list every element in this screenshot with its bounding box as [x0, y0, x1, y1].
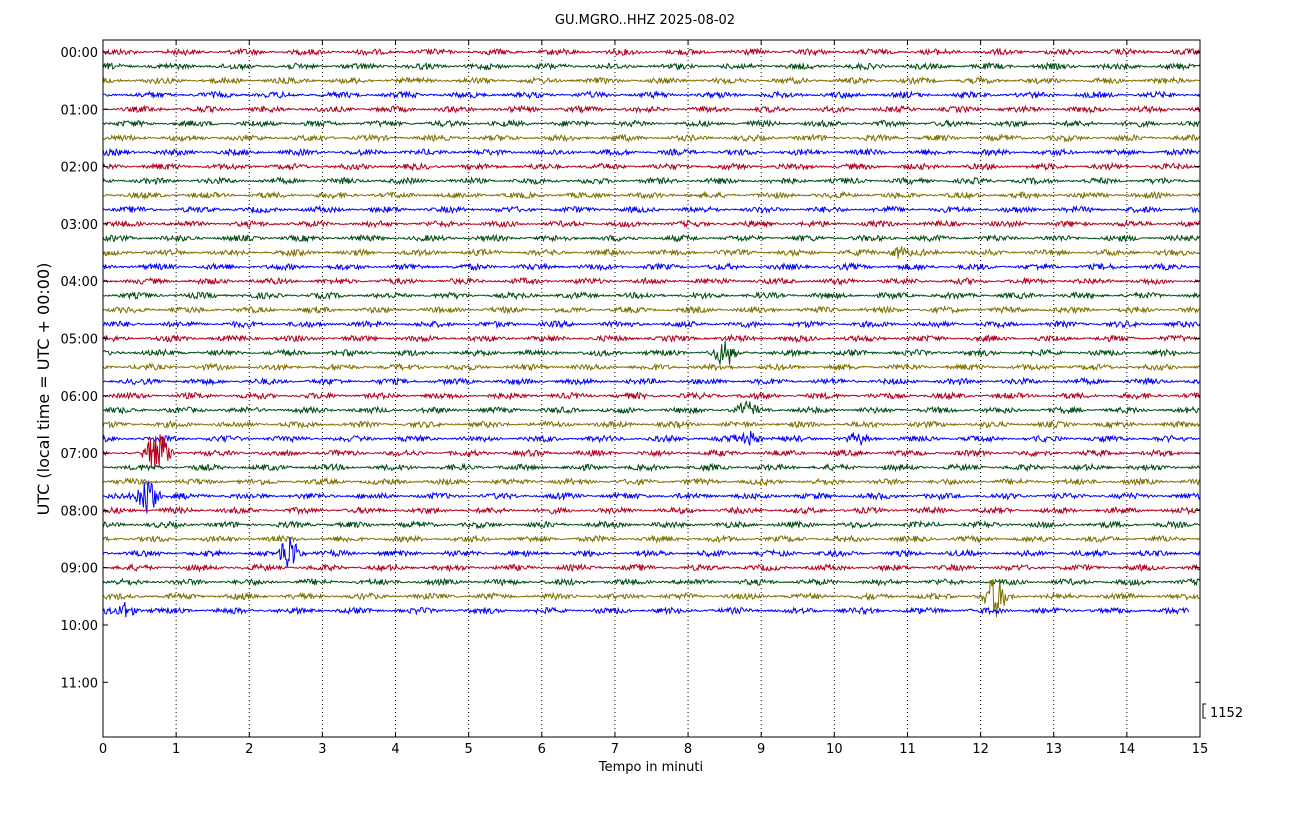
x-axis-ticks: 0 1 2 3 4 5 6 7 8 9 10 11 12 13 14 15 — [99, 40, 1208, 757]
y-tick-label: 01:00 — [61, 103, 98, 118]
seismic-trace — [102, 420, 1201, 430]
seismic-trace — [102, 276, 1201, 287]
y-tick-label: 08:00 — [61, 504, 98, 519]
seismic-trace — [102, 190, 1201, 201]
seismic-trace — [102, 61, 1201, 72]
x-tick-label: 5 — [465, 742, 473, 757]
seismic-trace — [102, 601, 1190, 618]
seismic-trace — [102, 340, 1201, 365]
y-tick-label: 07:00 — [61, 447, 98, 462]
scale-bar-label: 1152 — [1210, 706, 1243, 721]
x-tick-label: 14 — [1119, 742, 1136, 757]
seismic-trace — [102, 246, 1201, 259]
seismic-trace — [102, 233, 1201, 243]
seismic-trace — [102, 261, 1201, 272]
grid-lines — [175, 40, 1128, 737]
x-tick-label: 1 — [172, 742, 180, 757]
x-tick-label: 8 — [684, 742, 692, 757]
y-axis-label: UTC (local time = UTC + 00:00) — [34, 263, 53, 516]
seismic-trace — [102, 430, 1201, 446]
seismic-trace — [102, 578, 1201, 618]
seismic-trace — [102, 482, 1201, 514]
seismic-trace — [102, 362, 1201, 372]
y-tick-label: 09:00 — [61, 562, 98, 577]
seismic-trace — [102, 204, 1201, 215]
y-tick-label: 04:00 — [61, 275, 98, 290]
seismic-trace — [102, 400, 1201, 415]
seismic-trace — [102, 534, 1201, 545]
seismic-trace — [102, 161, 1201, 172]
x-tick-label: 0 — [99, 742, 107, 757]
y-tick-label: 02:00 — [61, 161, 98, 176]
seismic-trace — [102, 376, 1201, 387]
seismic-trace — [102, 104, 1201, 115]
seismic-trace — [102, 147, 1201, 157]
seismic-trace — [102, 75, 1201, 86]
chart-title: GU.MGRO..HHZ 2025-08-02 — [555, 13, 735, 28]
seismic-trace — [102, 434, 1201, 470]
plot-frame — [102, 39, 1201, 738]
x-tick-label: 13 — [1045, 742, 1062, 757]
seismic-trace — [102, 391, 1201, 401]
seismic-trace — [102, 290, 1201, 301]
x-tick-label: 4 — [391, 742, 399, 757]
seismic-trace — [102, 133, 1201, 144]
seismic-trace — [102, 47, 1201, 57]
y-axis-ticks: 00:00 01:00 02:00 03:00 04:00 05:00 06:00 07:00… — [61, 46, 1200, 691]
y-tick-label: 00:00 — [61, 46, 98, 61]
seismic-trace — [102, 537, 1201, 568]
x-tick-label: 15 — [1192, 742, 1209, 757]
seismic-trace — [102, 519, 1201, 530]
seismic-trace — [102, 577, 1201, 587]
seismic-trace — [102, 175, 1201, 186]
seismic-trace — [102, 305, 1201, 315]
x-tick-label: 3 — [318, 742, 326, 757]
y-tick-label: 11:00 — [61, 676, 98, 691]
seismic-traces — [102, 47, 1201, 618]
x-tick-label: 7 — [611, 742, 619, 757]
seismic-trace — [102, 219, 1201, 229]
y-tick-label: 06:00 — [61, 390, 98, 405]
y-tick-label: 03:00 — [61, 218, 98, 233]
x-tick-label: 12 — [972, 742, 989, 757]
seismic-trace — [102, 333, 1201, 344]
y-tick-label: 05:00 — [61, 333, 98, 348]
seismic-trace — [102, 319, 1201, 329]
seismic-trace — [102, 90, 1201, 100]
x-axis-label: Tempo in minuti — [598, 760, 703, 775]
x-tick-label: 9 — [757, 742, 765, 757]
seismic-trace — [103, 118, 1201, 129]
seismic-trace — [102, 505, 1201, 516]
seismic-trace — [102, 562, 1201, 573]
scale-bar: 1152 — [1202, 703, 1243, 721]
x-tick-label: 2 — [245, 742, 253, 757]
seismic-trace — [102, 462, 1201, 473]
y-tick-label: 10:00 — [61, 619, 98, 634]
x-tick-label: 11 — [899, 742, 916, 757]
x-tick-label: 10 — [826, 742, 843, 757]
seismic-trace — [102, 476, 1201, 487]
x-tick-label: 6 — [538, 742, 546, 757]
